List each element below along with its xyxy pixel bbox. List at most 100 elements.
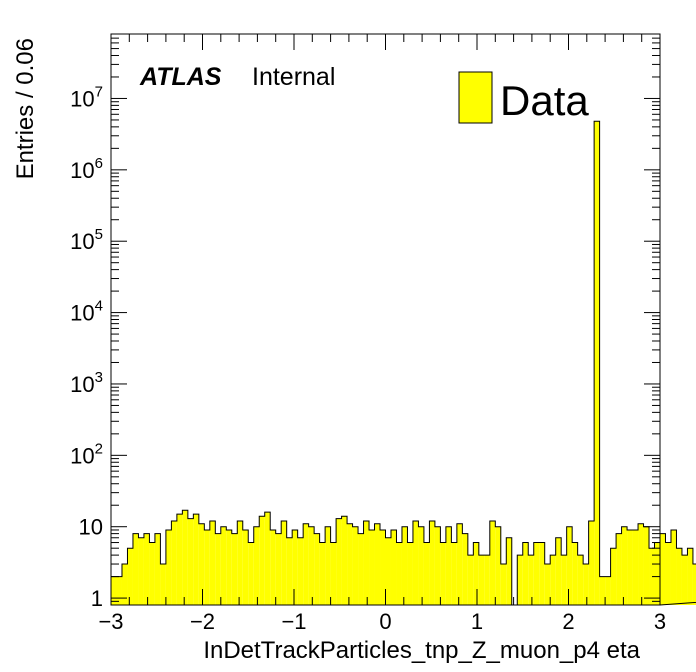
x-tick-label: −2 — [190, 609, 215, 634]
histogram-bar — [215, 533, 221, 605]
histogram-bar — [434, 526, 441, 605]
histogram-bar — [621, 526, 628, 605]
histogram-bar — [462, 533, 468, 605]
histogram-bar — [297, 537, 304, 605]
y-tick-label: 105 — [70, 226, 103, 254]
histogram-bar — [445, 526, 452, 605]
histogram-bar — [270, 529, 276, 605]
histogram-bar — [396, 542, 402, 605]
histogram-bar — [654, 542, 660, 605]
histogram-bar — [121, 564, 128, 605]
histogram-bar — [473, 542, 479, 605]
histogram-bar — [550, 555, 556, 605]
histogram-bar — [149, 542, 155, 605]
histogram-bar — [154, 533, 161, 605]
histogram-bar — [676, 548, 682, 605]
x-tick-label: 1 — [471, 609, 483, 634]
histogram-bar — [132, 533, 139, 605]
histogram-bar — [638, 523, 644, 605]
histogram-bar — [111, 576, 117, 605]
histogram-bar — [401, 526, 408, 605]
histogram-bar — [500, 564, 507, 605]
atlas-label: ATLAS — [139, 63, 222, 91]
x-tick-label: 2 — [562, 609, 574, 634]
histogram-bar — [495, 526, 501, 605]
histogram-bar — [407, 542, 413, 605]
histogram-bar — [627, 529, 633, 605]
histogram-bar — [198, 523, 205, 605]
histogram-bar — [561, 555, 567, 605]
x-tick-label: 3 — [654, 609, 666, 634]
histogram-bar — [588, 521, 595, 605]
histogram-bar — [369, 529, 375, 605]
histogram-bar — [352, 526, 359, 605]
tick-labels: −3 −2 −1 0 1 2 3 1 10 102 103 104 105 106 107 — [70, 83, 666, 634]
y-tick-label: 102 — [70, 440, 103, 468]
histogram-bar — [687, 548, 693, 605]
histogram-bar — [193, 514, 199, 605]
y-tick-label: 104 — [70, 298, 103, 326]
histogram-bar — [517, 555, 523, 605]
histogram-bar — [363, 521, 370, 605]
histogram-bar — [605, 576, 611, 605]
histogram-bar — [681, 555, 688, 605]
histogram-bar — [308, 526, 315, 605]
histogram-bar — [429, 521, 435, 605]
histogram-bar — [649, 548, 655, 605]
legend-label: Data — [500, 77, 589, 124]
histogram-bar — [380, 529, 386, 605]
histogram-bar — [138, 537, 144, 605]
histogram-bar — [187, 518, 194, 605]
histogram-bar — [544, 564, 551, 605]
histogram-bar — [632, 529, 639, 605]
histogram-bar — [341, 516, 348, 605]
histogram-bar — [319, 542, 326, 605]
histogram-bar — [281, 521, 287, 605]
histogram-bar — [374, 523, 381, 605]
histogram-bar — [665, 542, 671, 605]
histogram-bar — [610, 548, 617, 605]
histogram-bar — [176, 514, 183, 605]
histogram-bar — [643, 526, 650, 605]
histogram-bar — [539, 542, 545, 605]
histogram-bar — [165, 529, 172, 605]
histogram-bar — [231, 533, 238, 605]
histogram-bar — [451, 542, 457, 605]
histogram-bar — [594, 121, 600, 605]
histogram-bar — [237, 521, 243, 605]
histogram-bar — [253, 526, 260, 605]
histogram-bar — [489, 521, 496, 605]
histogram-bar — [314, 533, 320, 605]
histogram-bar — [555, 537, 562, 605]
histogram-bar — [572, 542, 578, 605]
histogram-bar — [385, 537, 391, 605]
histogram-bar — [182, 510, 188, 605]
histogram-bar — [325, 526, 331, 605]
y-tick-label: 10 — [79, 515, 103, 540]
histogram-bar — [347, 523, 353, 605]
x-tick-label: −1 — [281, 609, 306, 634]
histogram-bar — [303, 523, 309, 605]
x-tick-label: 0 — [379, 609, 391, 634]
histogram-bar — [418, 526, 424, 605]
histogram-bar — [484, 555, 490, 605]
histogram-bar — [264, 512, 271, 605]
axis-ticks — [110, 33, 661, 606]
histogram-bar — [478, 555, 485, 605]
x-axis-label: InDetTrackParticles_tnp_Z_muon_p4 eta — [203, 637, 640, 664]
y-tick-label: 1 — [91, 586, 103, 611]
y-tick-label: 107 — [70, 83, 103, 111]
histogram-bar — [522, 542, 529, 605]
histogram-bar — [336, 518, 342, 605]
histogram-bar — [220, 526, 227, 605]
histogram-bar — [160, 564, 166, 605]
histogram-bar — [583, 564, 589, 605]
histogram-bar — [660, 533, 666, 605]
histogram-bar — [204, 529, 210, 605]
histogram-bar — [566, 526, 573, 605]
histogram-bar — [412, 521, 419, 605]
legend: Data — [458, 71, 589, 124]
histogram-bar — [242, 529, 249, 605]
histogram-bar — [506, 537, 512, 605]
